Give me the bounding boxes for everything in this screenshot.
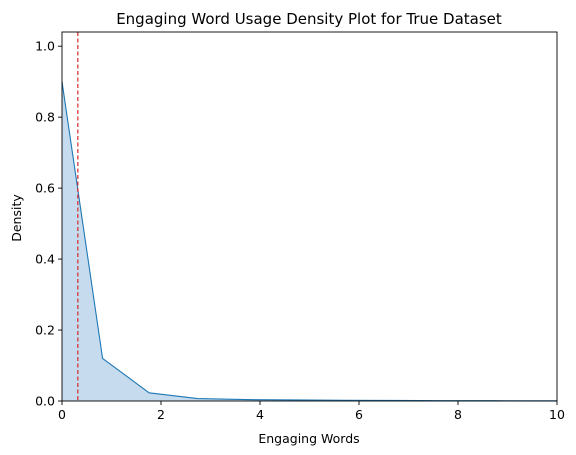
y-tick-label: 0.2 bbox=[35, 323, 55, 338]
chart-title: Engaging Word Usage Density Plot for Tru… bbox=[116, 10, 502, 28]
y-tick-label: 0.8 bbox=[35, 110, 55, 125]
x-tick-label: 0 bbox=[58, 407, 66, 422]
density-area-fill bbox=[62, 81, 557, 402]
x-tick-label: 8 bbox=[454, 407, 462, 422]
y-axis-ticks: 0.0 0.2 0.4 0.6 0.8 1.0 bbox=[35, 39, 62, 409]
y-axis-label: Density bbox=[9, 194, 24, 242]
y-tick-label: 1.0 bbox=[35, 39, 55, 54]
x-tick-label: 2 bbox=[157, 407, 165, 422]
y-tick-label: 0.4 bbox=[35, 252, 55, 267]
axes-frame bbox=[61, 31, 558, 402]
x-tick-label: 4 bbox=[256, 407, 264, 422]
y-tick-label: 0.6 bbox=[35, 181, 55, 196]
density-curve bbox=[61, 81, 557, 402]
y-tick-label: 0.0 bbox=[35, 394, 55, 409]
x-tick-label: 6 bbox=[355, 407, 363, 422]
x-axis-label: Engaging Words bbox=[258, 431, 359, 446]
x-axis-ticks: 0 2 4 6 8 10 bbox=[58, 401, 565, 422]
plot-area bbox=[61, 31, 558, 402]
x-tick-label: 10 bbox=[549, 407, 565, 422]
